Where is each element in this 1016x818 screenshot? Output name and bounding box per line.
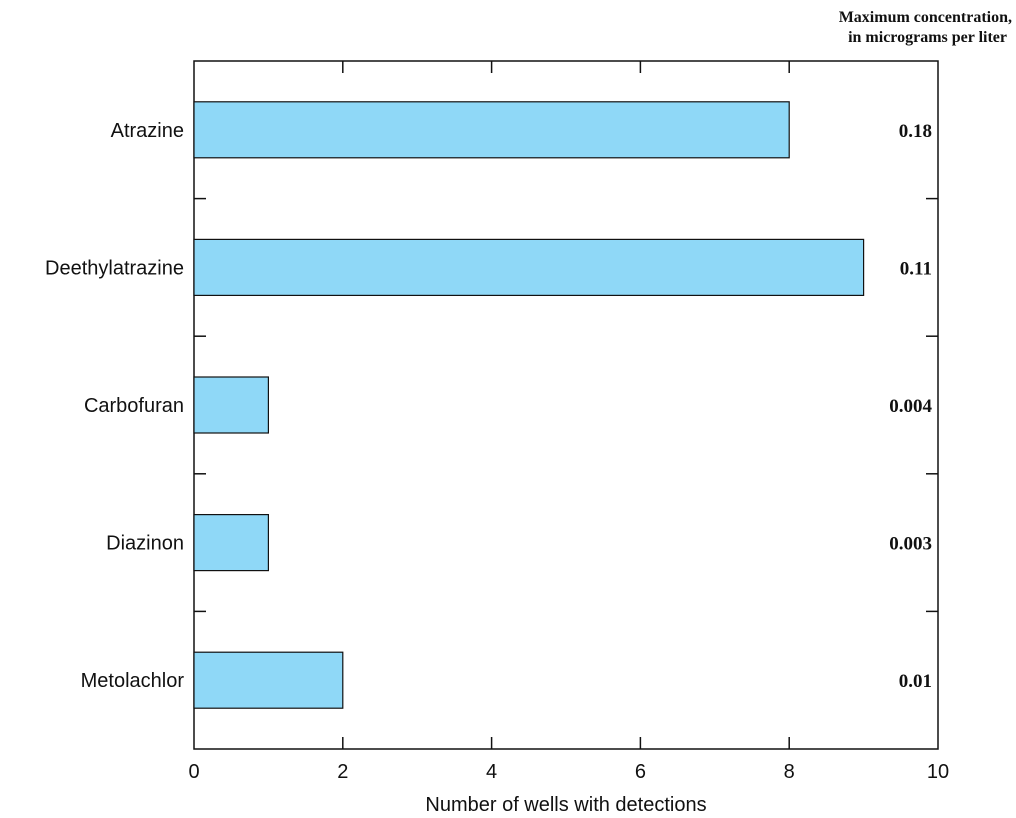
plot-frame [193, 60, 939, 750]
concentration-label: 0.004 [889, 396, 932, 417]
x-tick-label: 8 [784, 761, 795, 783]
category-label: Atrazine [111, 120, 184, 142]
concentration-label: 0.11 [900, 258, 932, 279]
bar [193, 513, 270, 572]
x-axis-title: Number of wells with detections [425, 794, 706, 816]
x-tick-label: 6 [635, 761, 646, 783]
bar [193, 376, 270, 434]
category-label: Diazinon [106, 533, 184, 555]
concentration-label: 0.01 [899, 671, 932, 692]
x-tick-label: 4 [486, 761, 497, 783]
x-tick-label: 10 [927, 761, 949, 783]
category-label: Deethylatrazine [45, 257, 184, 279]
concentration-header-line2: in micrograms per liter [848, 29, 1007, 46]
bar [193, 101, 790, 159]
concentration-label: 0.18 [899, 121, 932, 142]
bar [193, 238, 865, 296]
concentration-label: 0.003 [889, 534, 932, 555]
category-label: Carbofuran [84, 395, 184, 417]
x-tick-label: 0 [188, 761, 199, 783]
x-tick-label: 2 [337, 761, 348, 783]
concentration-header-line1: Maximum concentration, [839, 9, 1012, 26]
category-label: Metolachlor [81, 670, 185, 692]
bar [193, 651, 344, 709]
